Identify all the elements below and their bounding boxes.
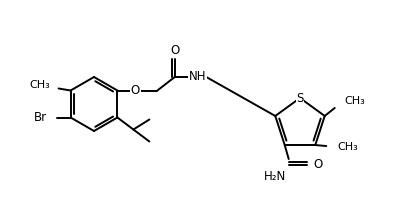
- Text: H₂N: H₂N: [264, 170, 286, 183]
- Text: CH₃: CH₃: [30, 81, 50, 91]
- Text: S: S: [296, 92, 304, 105]
- Text: CH₃: CH₃: [337, 142, 358, 152]
- Text: NH: NH: [189, 70, 206, 83]
- Text: O: O: [314, 158, 323, 170]
- Text: CH₃: CH₃: [345, 96, 366, 106]
- Text: O: O: [131, 84, 140, 97]
- Text: Br: Br: [33, 111, 46, 124]
- Text: O: O: [171, 44, 180, 57]
